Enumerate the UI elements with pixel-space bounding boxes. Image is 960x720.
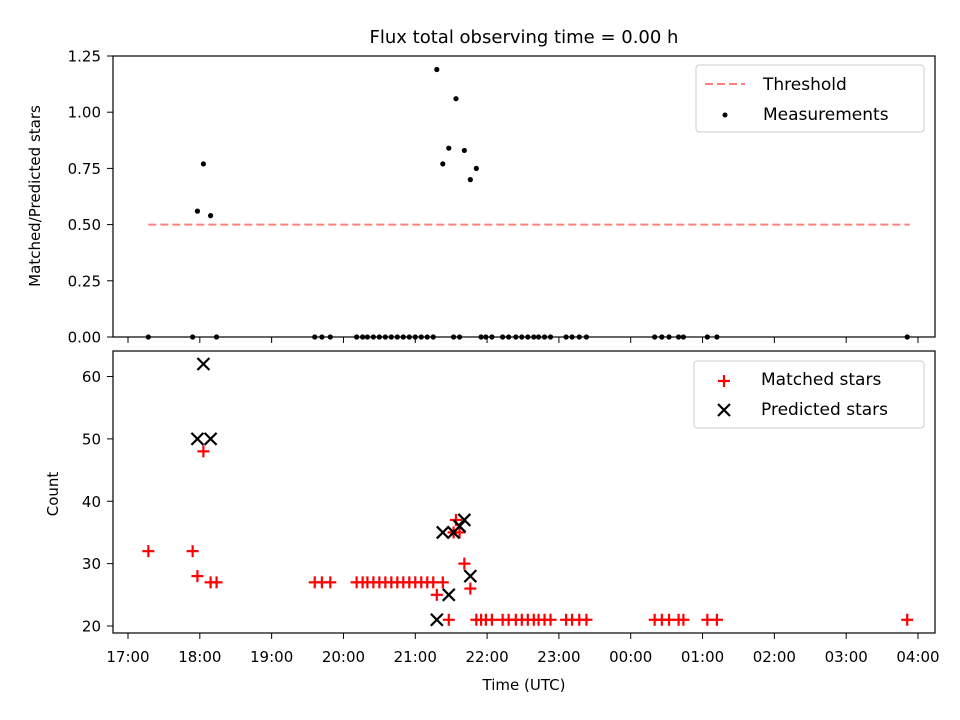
top-y-tick-label: 0.00	[68, 329, 101, 347]
measurement-point	[461, 147, 467, 154]
measurement-point	[473, 165, 479, 171]
bottom-legend-box	[693, 360, 925, 429]
bottom-axes-frame	[112, 350, 936, 634]
matched-star-point	[436, 576, 449, 589]
matched-star-point	[677, 613, 690, 626]
bottom-y-tick-label: 40	[82, 493, 101, 511]
bottom-x-tick-label: 04:00	[896, 648, 939, 666]
top-y-tick-label: 1.25	[68, 48, 101, 66]
bottom-legend: Matched stars Predicted stars	[693, 360, 925, 429]
x-axis-label: Time (UTC)	[482, 676, 566, 694]
matched-star-point	[186, 545, 199, 558]
bottom-x-tick-label: 18:00	[178, 648, 221, 666]
matched-star-point	[580, 613, 593, 626]
bottom-marks	[142, 357, 914, 627]
matched-star-point	[464, 582, 477, 595]
predicted-star-point	[442, 588, 456, 602]
matched-star-point	[324, 576, 337, 589]
predicted-star-point	[430, 612, 444, 627]
matched-star-point	[901, 613, 914, 626]
legend-predicted-label: Predicted stars	[761, 400, 888, 420]
measurement-point	[446, 145, 452, 151]
top-y-axis-label: Matched/Predicted stars	[26, 105, 44, 287]
bottom-x-tick-label: 00:00	[609, 648, 652, 666]
bottom-panel: 20 30 40 50 60 17:00 18:00 19:00 20:00 21:00 22:0…	[44, 350, 940, 694]
top-y-ticks: 0.00 0.25 0.50 0.75 1.00 1.25	[68, 48, 113, 347]
predicted-star-point	[203, 432, 218, 446]
predicted-star-point	[463, 569, 478, 583]
bottom-x-tick-label: 20:00	[322, 648, 365, 666]
measurement-point	[200, 161, 207, 167]
legend-matched-swatch	[718, 375, 730, 387]
bottom-y-tick-label: 20	[82, 618, 101, 636]
legend-matched-label: Matched stars	[761, 370, 881, 390]
bottom-x-tick-label: 17:00	[106, 648, 149, 666]
top-y-tick-label: 0.25	[68, 272, 101, 290]
legend-measurements-label: Measurements	[763, 105, 889, 125]
bottom-y-tick-label: 60	[82, 368, 101, 386]
predicted-star-point	[457, 513, 472, 527]
top-y-tick-label: 1.00	[68, 104, 101, 122]
top-panel: 0.00 0.25 0.50 0.75 1.00 1.25 Matched/Predict…	[26, 48, 936, 347]
measurement-point	[440, 161, 446, 167]
top-x-ticks	[127, 337, 919, 343]
measurement-point	[194, 208, 201, 214]
predicted-star-point	[196, 357, 211, 371]
legend-measurements-swatch	[722, 112, 728, 118]
bottom-x-tick-label: 22:00	[465, 648, 508, 666]
measurement-point	[467, 177, 473, 183]
legend-predicted-swatch	[717, 403, 731, 417]
matched-star-point	[485, 613, 498, 626]
matched-star-point	[210, 576, 223, 589]
bottom-x-tick-label: 01:00	[681, 648, 724, 666]
top-axes-frame	[112, 55, 936, 338]
predicted-star-point	[190, 432, 205, 446]
matched-star-point	[442, 613, 455, 626]
matched-star-point	[453, 526, 466, 539]
measurement-point	[207, 213, 214, 219]
bottom-x-ticks: 17:00 18:00 19:00 20:00 21:00 22:00 23:00 00:00…	[106, 633, 940, 666]
measurement-point	[453, 96, 459, 102]
bottom-x-tick-label: 23:00	[537, 648, 580, 666]
top-y-tick-label: 0.75	[68, 160, 101, 178]
matched-star-point	[191, 570, 204, 583]
bottom-x-tick-label: 21:00	[394, 648, 437, 666]
matched-star-point	[142, 545, 155, 558]
matched-star-point	[430, 588, 443, 601]
bottom-y-tick-label: 50	[82, 430, 101, 448]
legend-threshold-label: Threshold	[762, 75, 847, 95]
predicted-star-point	[436, 525, 450, 540]
matched-star-point	[458, 557, 471, 570]
bottom-x-tick-label: 19:00	[250, 648, 293, 666]
top-legend-box	[695, 64, 925, 133]
bottom-y-axis-label: Count	[44, 472, 62, 517]
top-marks	[145, 66, 910, 340]
top-y-tick-label: 0.50	[68, 216, 101, 234]
matched-star-point	[710, 613, 723, 626]
top-legend: Threshold Measurements	[695, 64, 925, 133]
measurement-point	[434, 66, 440, 73]
bottom-x-tick-label: 02:00	[753, 648, 796, 666]
bottom-y-ticks: 20 30 40 50 60	[82, 368, 113, 636]
matched-star-point	[197, 445, 210, 458]
matched-star-point	[544, 613, 557, 626]
bottom-y-tick-label: 30	[82, 555, 101, 573]
chart-title: Flux total observing time = 0.00 h	[370, 27, 679, 48]
bottom-x-tick-label: 03:00	[825, 648, 868, 666]
